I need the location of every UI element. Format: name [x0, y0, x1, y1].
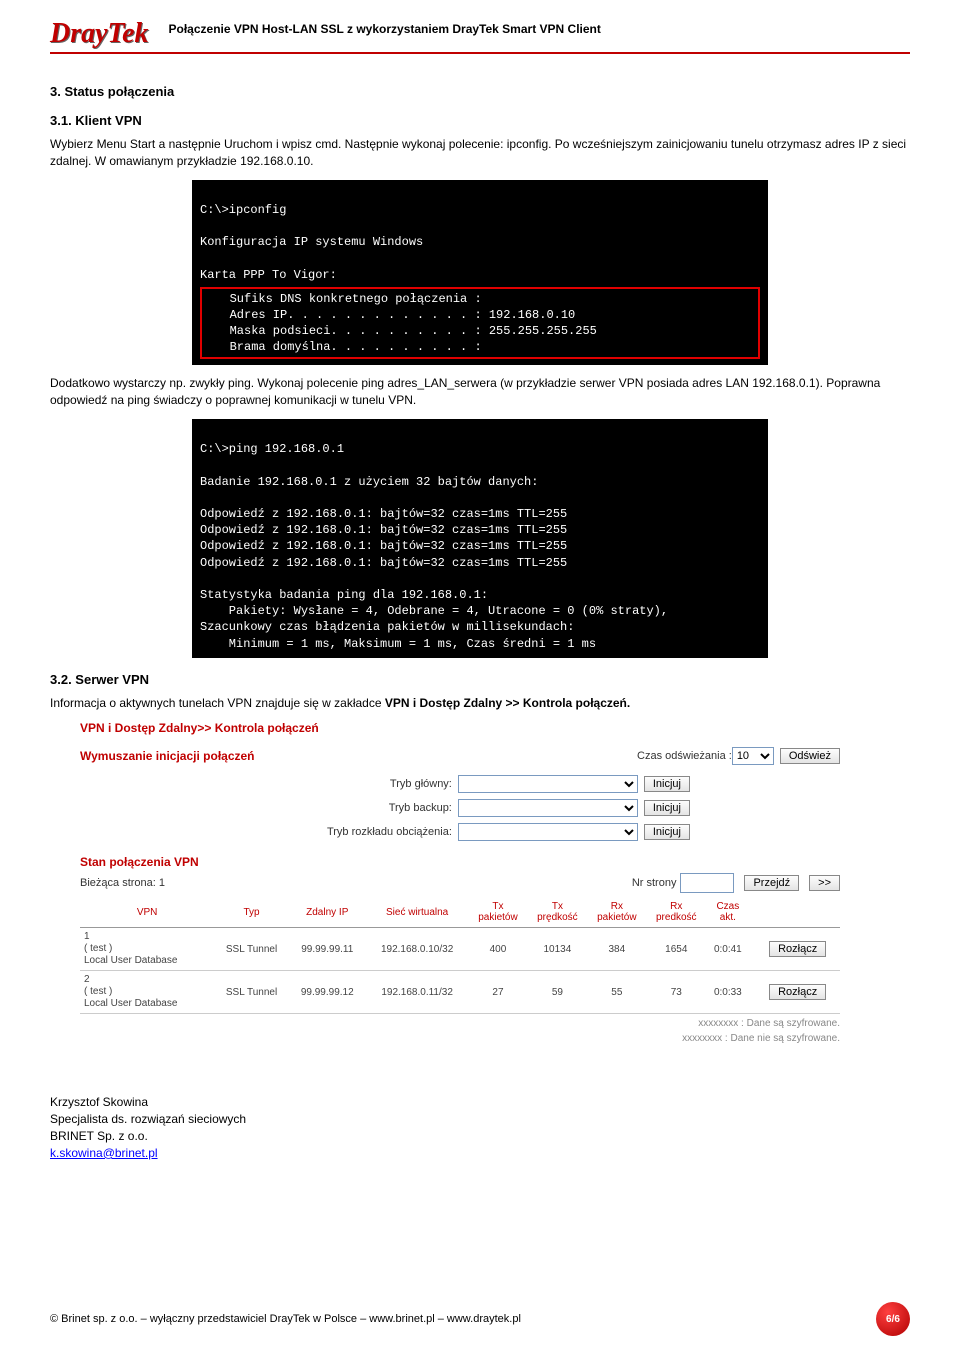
vpn-cell-net: 192.168.0.10/32	[366, 928, 469, 971]
sig-company: BRINET Sp. z o.o.	[50, 1128, 910, 1145]
terminal-ipconfig: C:\>ipconfig Konfiguracja IP systemu Win…	[192, 180, 768, 366]
term-line: C:\>ipconfig	[200, 203, 286, 217]
vpn-col-remote-ip: Zdalny IP	[289, 897, 366, 928]
vpn-mode-backup-init-button[interactable]: Inicjuj	[644, 800, 690, 816]
section-3-1-para: Wybierz Menu Start a następnie Uruchom i…	[50, 136, 910, 170]
vpn-col-type: Typ	[214, 897, 289, 928]
section-3-1-para2: Dodatkowo wystarczy np. zwykły ping. Wyk…	[50, 375, 910, 409]
vpn-next-button[interactable]: >>	[809, 875, 840, 891]
term-line: Odpowiedź z 192.168.0.1: bajtów=32 czas=…	[200, 539, 567, 553]
vpn-mode-load-label: Tryb rozkładu obciążenia:	[252, 826, 458, 838]
term-highlight-box: Sufiks DNS konkretnego połączenia : Adre…	[200, 287, 760, 360]
page-number-badge: 6/6	[876, 1302, 910, 1336]
vpn-connections-table: VPN Typ Zdalny IP Sieć wirtualna Txpakie…	[80, 897, 840, 1014]
vpn-cell-ip: 99.99.99.12	[289, 971, 366, 1014]
section-3-2-title: 3.2. Serwer VPN	[50, 672, 910, 687]
vpn-col-txp: Txpakietów	[469, 897, 528, 928]
term-line: Odpowiedź z 192.168.0.1: bajtów=32 czas=…	[200, 507, 567, 521]
footer-text: © Brinet sp. z o.o. – wyłączny przedstaw…	[50, 1313, 521, 1325]
term-line: Minimum = 1 ms, Maksimum = 1 ms, Czas śr…	[200, 637, 596, 651]
vpn-cell-txp: 400	[469, 928, 528, 971]
vpn-col-virtual-net: Sieć wirtualna	[366, 897, 469, 928]
page-footer: © Brinet sp. z o.o. – wyłączny przedstaw…	[50, 1302, 910, 1336]
term-line: Szacunkowy czas błądzenia pakietów w mil…	[200, 620, 574, 634]
vpn-cell-net: 192.168.0.11/32	[366, 971, 469, 1014]
vpn-status-title: Stan połączenia VPN	[80, 855, 840, 869]
term-line: Maska podsieci. . . . . . . . . . : 255.…	[208, 324, 597, 338]
terminal-ping: C:\>ping 192.168.0.1 Badanie 192.168.0.1…	[192, 419, 768, 658]
vpn-breadcrumb: VPN i Dostęp Zdalny>> Kontrola połączeń	[80, 721, 840, 735]
signature-block: Krzysztof Skowina Specjalista ds. rozwią…	[50, 1094, 910, 1161]
vpn-col-vpn: VPN	[80, 897, 214, 928]
term-line: Sufiks DNS konkretnego połączenia :	[208, 292, 482, 306]
vpn-note-encrypted: xxxxxxxx : Dane są szyfrowane.	[80, 1018, 840, 1029]
term-line: Konfiguracja IP systemu Windows	[200, 235, 423, 249]
vpn-cell-txs: 59	[527, 971, 587, 1014]
section-3-title: 3. Status połączenia	[50, 84, 910, 99]
vpn-refresh-select[interactable]: 10	[732, 747, 774, 765]
vpn-cell-time: 0:0:33	[706, 971, 749, 1014]
vpn-refresh-button[interactable]: Odśwież	[780, 748, 840, 764]
vpn-cell-name: 1( test )Local User Database	[80, 928, 214, 971]
vpn-cell-rxs: 1654	[646, 928, 706, 971]
sig-name: Krzysztof Skowina	[50, 1094, 910, 1111]
term-line: Odpowiedź z 192.168.0.1: bajtów=32 czas=…	[200, 556, 567, 570]
vpn-refresh-label: Czas odświeżania :	[637, 750, 732, 762]
vpn-cell-rxp: 384	[588, 928, 647, 971]
vpn-cell-type: SSL Tunnel	[214, 971, 289, 1014]
page-header: DrayTek Połączenie VPN Host-LAN SSL z wy…	[50, 20, 910, 54]
section-3-2-bold: VPN i Dostęp Zdalny >> Kontrola połączeń…	[385, 696, 630, 710]
vpn-cell-rxp: 55	[588, 971, 647, 1014]
vpn-page-input[interactable]	[680, 873, 734, 893]
term-line: Brama domyślna. . . . . . . . . . :	[208, 340, 482, 354]
vpn-disconnect-button[interactable]: Rozłącz	[769, 984, 826, 1000]
table-row: 2( test )Local User DatabaseSSL Tunnel99…	[80, 971, 840, 1014]
vpn-current-page-label: Bieżąca strona: 1	[80, 877, 165, 889]
vpn-mode-main-select[interactable]	[458, 775, 638, 793]
vpn-cell-ip: 99.99.99.11	[289, 928, 366, 971]
vpn-cell-type: SSL Tunnel	[214, 928, 289, 971]
vpn-mode-main-label: Tryb główny:	[252, 778, 458, 790]
vpn-cell-txp: 27	[469, 971, 528, 1014]
vpn-col-txs: Txprędkość	[527, 897, 587, 928]
term-line: Odpowiedź z 192.168.0.1: bajtów=32 czas=…	[200, 523, 567, 537]
sig-role: Specjalista ds. rozwiązań sieciowych	[50, 1111, 910, 1128]
term-line: Pakiety: Wysłane = 4, Odebrane = 4, Utra…	[200, 604, 668, 618]
term-line: Karta PPP To Vigor:	[200, 268, 337, 282]
term-line: Adres IP. . . . . . . . . . . . . : 192.…	[208, 308, 575, 322]
vpn-mode-main-init-button[interactable]: Inicjuj	[644, 776, 690, 792]
vpn-page-number-label: Nr strony	[632, 877, 677, 889]
vpn-mode-load-init-button[interactable]: Inicjuj	[644, 824, 690, 840]
vpn-mode-backup-label: Tryb backup:	[252, 802, 458, 814]
vpn-mode-load-select[interactable]	[458, 823, 638, 841]
vpn-note-not-encrypted: xxxxxxxx : Dane nie są szyfrowane.	[80, 1033, 840, 1044]
vpn-cell-name: 2( test )Local User Database	[80, 971, 214, 1014]
vpn-col-rxp: Rxpakietów	[588, 897, 647, 928]
vpn-col-time: Czasakt.	[706, 897, 749, 928]
vpn-cell-txs: 10134	[527, 928, 587, 971]
vpn-cell-rxs: 73	[646, 971, 706, 1014]
section-3-1-title: 3.1. Klient VPN	[50, 113, 910, 128]
vpn-cell-time: 0:0:41	[706, 928, 749, 971]
term-line: Badanie 192.168.0.1 z użyciem 32 bajtów …	[200, 475, 538, 489]
term-line: Statystyka badania ping dla 192.168.0.1:	[200, 588, 488, 602]
section-3-2-para: Informacja o aktywnych tunelach VPN znaj…	[50, 695, 910, 712]
vpn-mode-backup-select[interactable]	[458, 799, 638, 817]
table-row: 1( test )Local User DatabaseSSL Tunnel99…	[80, 928, 840, 971]
vpn-disconnect-button[interactable]: Rozłącz	[769, 941, 826, 957]
sig-email-link[interactable]: k.skowina@brinet.pl	[50, 1146, 158, 1160]
section-3-2-text: Informacja o aktywnych tunelach VPN znaj…	[50, 696, 385, 710]
vpn-col-rxs: Rxpredkość	[646, 897, 706, 928]
logo: DrayTek	[50, 20, 149, 48]
vpn-go-button[interactable]: Przejdź	[744, 875, 799, 891]
term-line: C:\>ping 192.168.0.1	[200, 442, 344, 456]
vpn-control-panel: VPN i Dostęp Zdalny>> Kontrola połączeń …	[80, 721, 840, 1044]
doc-title: Połączenie VPN Host-LAN SSL z wykorzysta…	[169, 22, 601, 36]
